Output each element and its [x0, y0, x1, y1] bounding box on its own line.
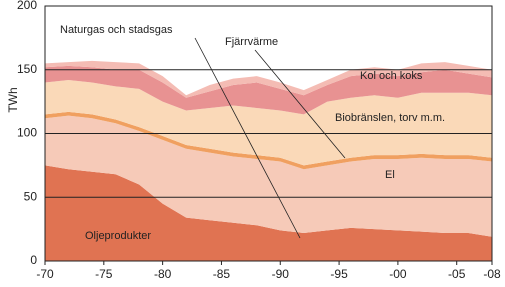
- series-label: Oljeprodukter: [85, 230, 151, 242]
- y-tick-label: 0: [30, 253, 37, 267]
- plot-frame: [44, 5, 493, 262]
- x-tick-label: -95: [330, 267, 348, 281]
- y-tick-label: 200: [17, 0, 37, 12]
- x-tick-label: -70: [36, 267, 54, 281]
- series-label: El: [385, 169, 395, 181]
- series-label: Kol och koks: [360, 70, 423, 82]
- x-tick-label: -85: [213, 267, 231, 281]
- area: [45, 165, 492, 261]
- leader-line: [194, 37, 301, 239]
- y-axis-label: TWh: [6, 87, 20, 112]
- leader-line: [254, 49, 346, 159]
- x-tick-label: -90: [272, 267, 290, 281]
- x-tick-label: -00: [389, 267, 407, 281]
- area: [45, 79, 492, 166]
- area: [45, 115, 492, 237]
- x-tick-label: -80: [154, 267, 172, 281]
- series-label: Biobränslen, torv m.m.: [335, 112, 445, 124]
- series-label: Naturgas och stadsgas: [60, 24, 173, 36]
- x-tick-label: -75: [95, 267, 113, 281]
- area: [45, 65, 492, 115]
- x-tick-label: -05: [448, 267, 466, 281]
- x-tick-label: -08: [483, 267, 501, 281]
- y-tick-label: 100: [17, 126, 37, 140]
- y-tick-label: 50: [24, 189, 38, 203]
- y-tick-label: 150: [17, 62, 37, 76]
- area: [45, 111, 492, 170]
- series-label: Fjärrvärme: [225, 36, 278, 48]
